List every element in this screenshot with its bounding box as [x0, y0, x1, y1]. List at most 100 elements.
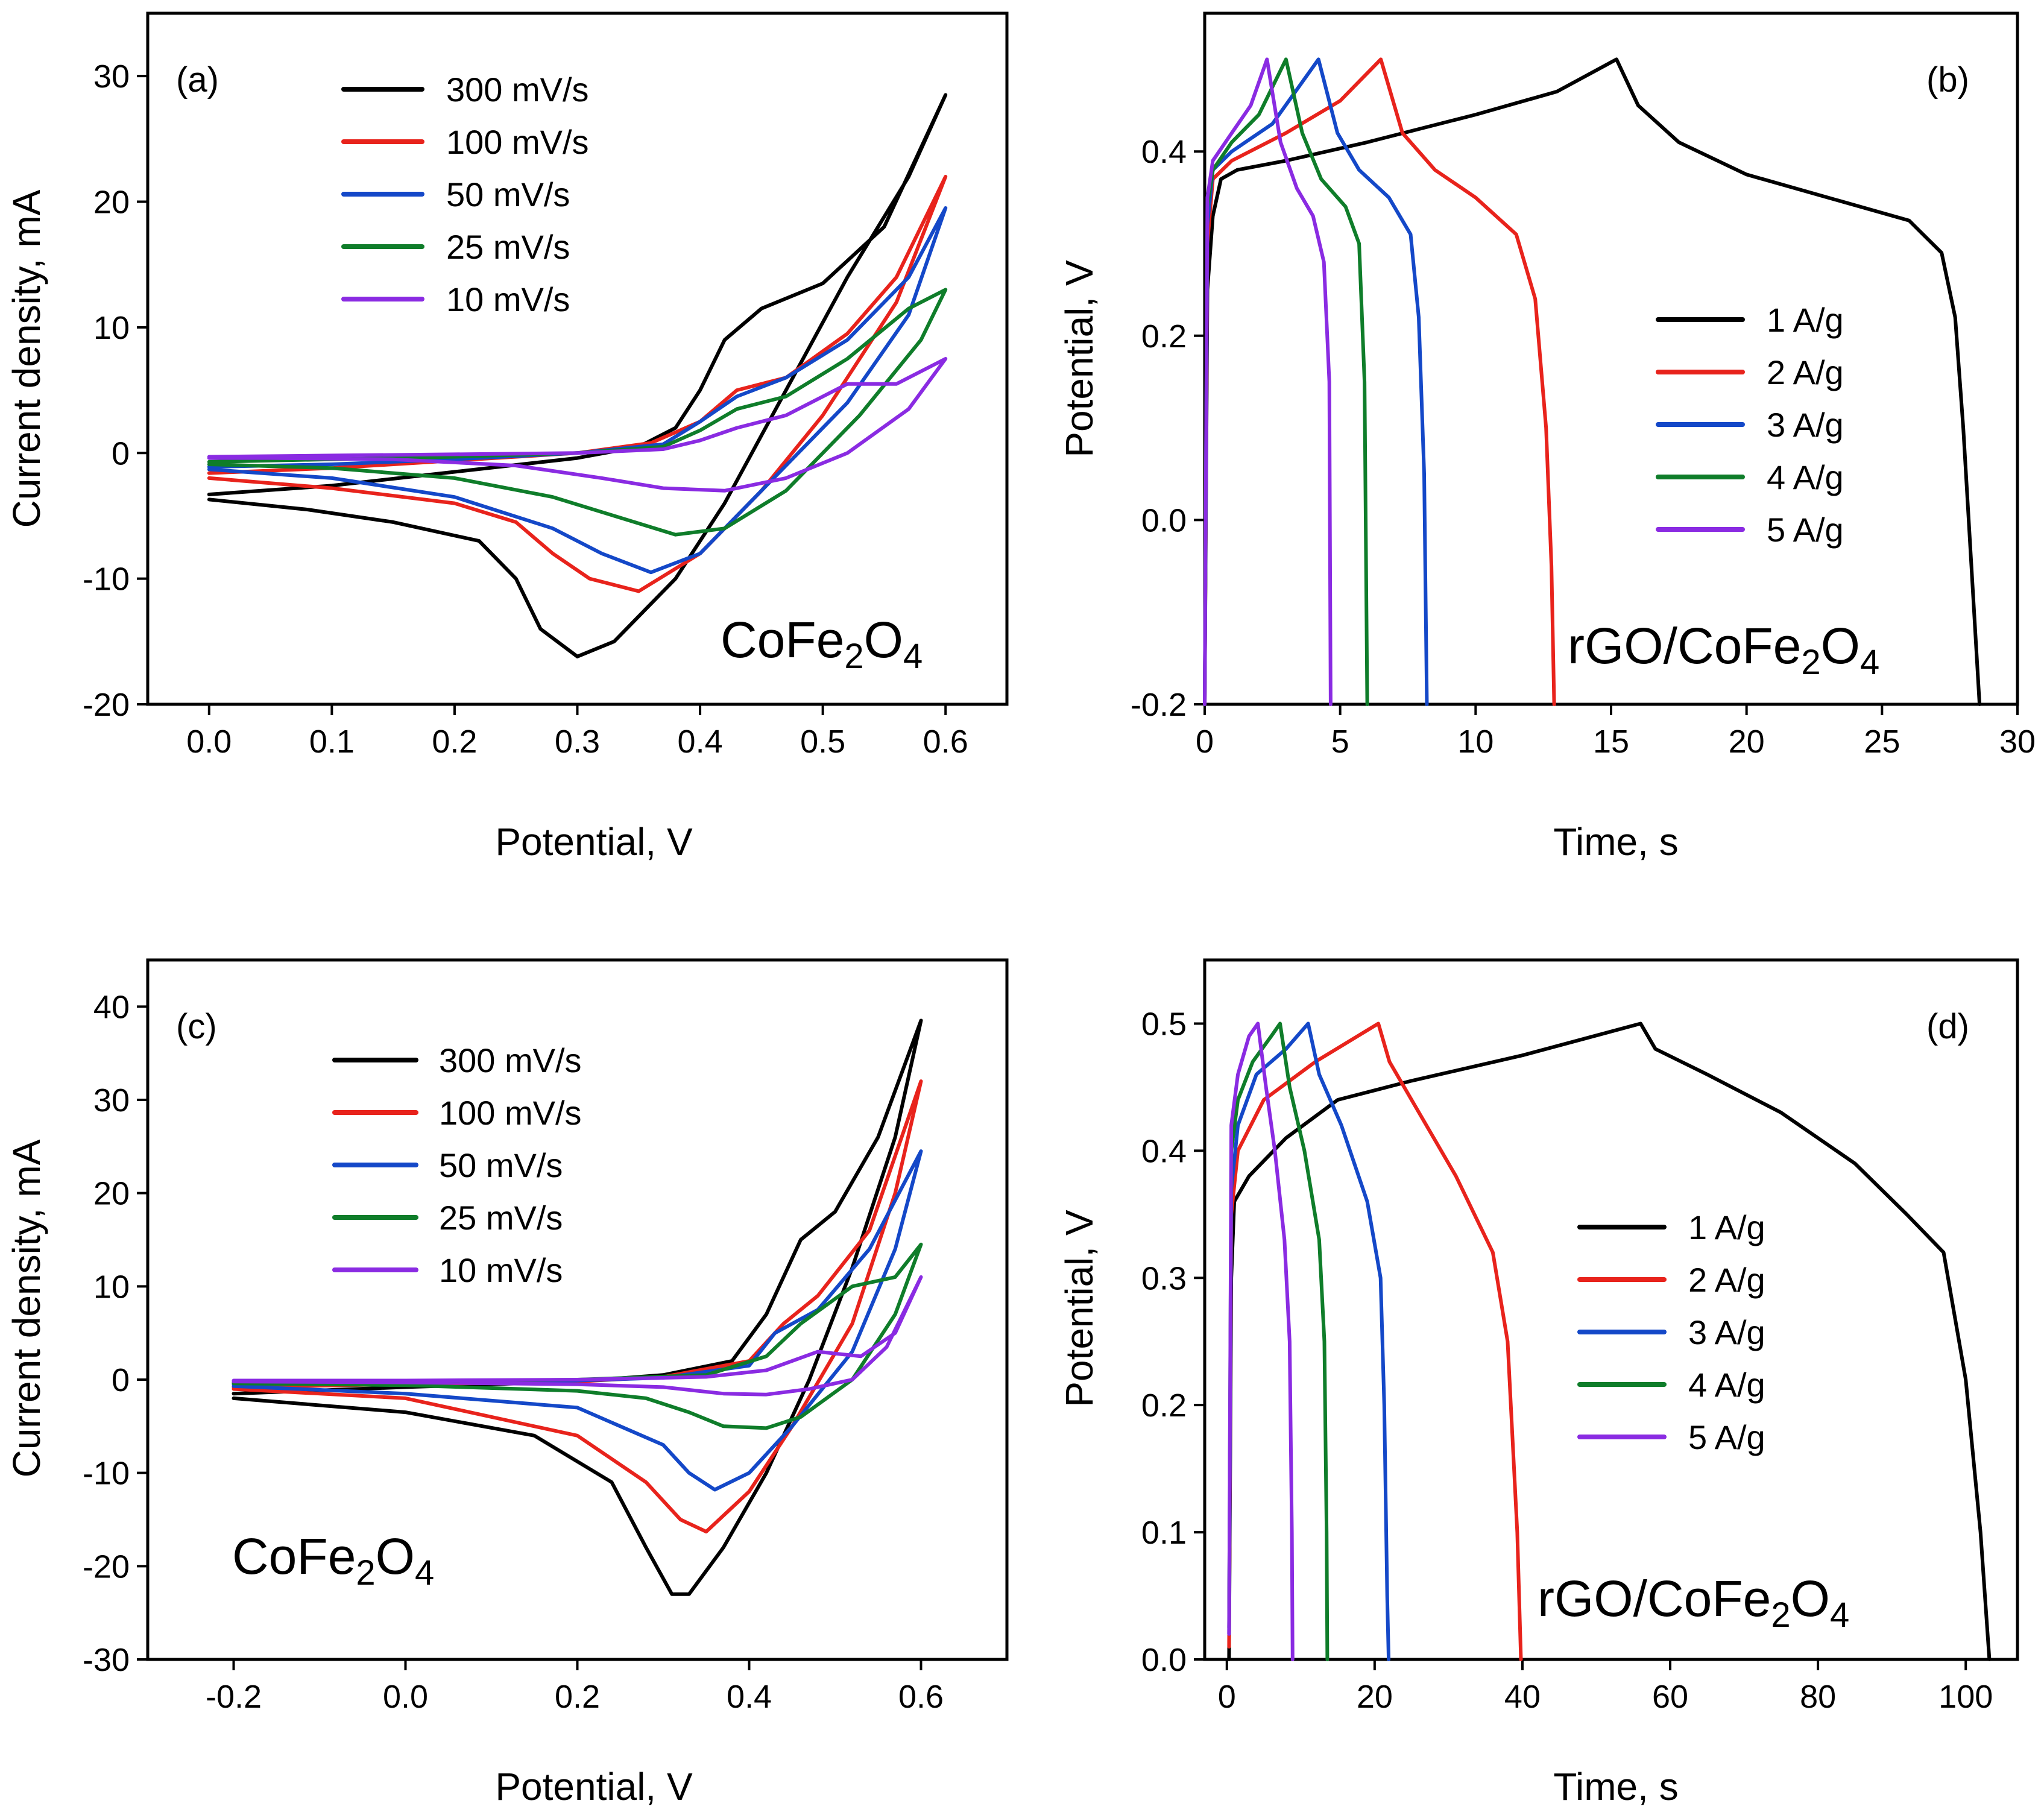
panel-c-y-tick-label: 0: [112, 1362, 130, 1398]
panel-a-label: (a): [176, 60, 219, 99]
panel-b-series-5: [1203, 57, 1333, 706]
panel-a-y-tick-label: 30: [93, 58, 130, 95]
panel-b-material-label: rGO/CoFe2O4: [1568, 617, 1879, 682]
panel-b-ylabel: Potential, V: [1058, 260, 1101, 458]
panel-d-y-axis: 0.0 0.1 0.2 0.3 0.4 0.5: [1141, 1006, 1205, 1678]
panel-b-x-tick-label: 15: [1593, 724, 1629, 760]
panel-b-x-tick-label: 30: [1999, 724, 2036, 760]
panel-c-material-mid: O: [376, 1528, 415, 1585]
panel-d-material-base: rGO/CoFe: [1538, 1570, 1771, 1627]
panel-d-x-axis: 0 20 40 60 80 100: [1218, 1659, 1993, 1715]
panel-b: 0 5 10 15 20 25 30 -0.20.00.20.4 (b) rGO/CoFe2…: [1058, 11, 2036, 863]
panel-c-material-label: CoFe2O4: [232, 1528, 434, 1592]
panel-a-x-tick-label: 0.4: [678, 724, 723, 760]
panel-a-x-axis: 0.0 0.1 0.2 0.3 0.4 0.5 0.6: [186, 704, 968, 760]
panel-b-legend-label: 1 A/g: [1767, 301, 1844, 339]
panel-d-material-mid: O: [1791, 1570, 1830, 1627]
panel-d-y-tick-label: 0.0: [1141, 1642, 1187, 1678]
panel-c-y-tick-label: -30: [83, 1642, 130, 1678]
panel-b-x-tick-label: 5: [1331, 724, 1349, 760]
panel-b-legend-label: 3 A/g: [1767, 406, 1844, 444]
panel-a-x-tick-label: 0.2: [432, 724, 477, 760]
panel-d-label: (d): [1926, 1007, 1969, 1046]
panel-b-series-2: [1203, 57, 1556, 706]
panel-d-series-1: [1227, 1021, 1992, 1661]
panel-d-legend-label: 1 A/g: [1688, 1208, 1765, 1246]
panel-b-y-tick-label: 0.0: [1141, 502, 1187, 538]
panel-b-series-1: [1203, 57, 1982, 706]
panel-a-legend-label: 25 mV/s: [446, 228, 570, 266]
panel-c-x-tick-label: 0.6: [898, 1679, 944, 1715]
panel-a-x-tick-label: 0.0: [186, 724, 232, 760]
panel-c-legend-label: 25 mV/s: [439, 1199, 563, 1237]
panel-d-material-label: rGO/CoFe2O4: [1538, 1570, 1849, 1635]
panel-b-legend-label: 2 A/g: [1767, 353, 1844, 391]
panel-a-y-tick-label: -10: [83, 561, 130, 598]
panel-c-legend: 300 mV/s 100 mV/s 50 mV/s 25 mV/s 10 mV/s: [332, 1041, 582, 1289]
panel-c-legend-label: 50 mV/s: [439, 1146, 563, 1184]
panel-c-y-tick-label: 20: [93, 1176, 130, 1212]
panel-b-legend-label: 5 A/g: [1767, 511, 1844, 549]
panel-c-y-tick-label: -20: [83, 1548, 130, 1585]
panel-c-xlabel: Potential, V: [495, 1765, 693, 1808]
panel-b-label: (b): [1926, 60, 1969, 99]
panel-c-ylabel: Current density, mA: [5, 1139, 48, 1477]
panel-c-series-1: [232, 1018, 923, 1596]
panel-d-series-4: [1227, 1021, 1330, 1661]
panel-a-series-5: [207, 357, 948, 493]
panel-c-y-tick-label: 40: [93, 989, 130, 1025]
panel-a-x-tick-label: 0.1: [309, 724, 355, 760]
panel-c-x-tick-label: 0.2: [555, 1679, 600, 1715]
panel-b-x-tick-label: 20: [1729, 724, 1765, 760]
panel-d-legend: 1 A/g 2 A/g 3 A/g 4 A/g 5 A/g: [1577, 1208, 1765, 1456]
panel-b-x-tick-label: 25: [1864, 724, 1900, 760]
panel-d-material-sub1: 2: [1771, 1596, 1790, 1635]
panel-b-y-axis: -0.2 0.0 0.2 0.4: [1131, 134, 1205, 723]
panel-a-legend-label: 300 mV/s: [446, 71, 589, 109]
panel-c-y-tick-label: 10: [93, 1269, 130, 1305]
panel-c-legend-label: 100 mV/s: [439, 1094, 582, 1132]
panel-a-legend-label: 100 mV/s: [446, 123, 589, 161]
panel-a-y-tick-label: 0: [112, 435, 130, 472]
panel-c-material-base: CoFe: [232, 1528, 356, 1585]
panel-d-series-5: [1227, 1021, 1295, 1661]
panel-b-legend-label: 4 A/g: [1767, 458, 1844, 496]
panel-d-legend-label: 3 A/g: [1688, 1313, 1765, 1351]
panel-c-legend-label: 300 mV/s: [439, 1041, 582, 1079]
panel-d-x-tick-label: 100: [1938, 1679, 1993, 1715]
panel-c-x-axis: -0.2 0.0 0.2 0.4 0.6: [206, 1659, 944, 1715]
panel-b-material-base: rGO/CoFe: [1568, 617, 1801, 674]
panel-c-material-sub2: 4: [415, 1553, 434, 1592]
panel-a-material-sub2: 4: [903, 637, 923, 676]
panel-b-x-tick-label: 10: [1457, 724, 1494, 760]
panel-a-x-tick-label: 0.3: [555, 724, 600, 760]
panel-d-y-tick-label: 0.4: [1141, 1133, 1187, 1169]
panel-c-x-tick-label: -0.2: [206, 1679, 262, 1715]
panel-b-x-axis: 0 5 10 15 20 25 30: [1196, 704, 2036, 760]
panel-d: 0 20 40 60 80 100 0.0 0.1 0.2 0.3 0.4 0.5 (d) rGO/…: [1058, 958, 2019, 1808]
panel-c-series: [232, 1018, 923, 1596]
panel-d-series: [1227, 1021, 1992, 1661]
panel-b-material-sub1: 2: [1801, 643, 1820, 682]
panel-d-series-3: [1227, 1021, 1391, 1661]
panel-d-x-tick-label: 80: [1800, 1679, 1836, 1715]
panel-d-y-tick-label: 0.3: [1141, 1260, 1187, 1296]
panel-d-material-sub2: 4: [1830, 1596, 1849, 1635]
panel-b-xlabel: Time, s: [1553, 820, 1678, 863]
panel-b-material-mid: O: [1821, 617, 1860, 674]
panel-a-y-axis: -20 -10 0 10 20 30: [83, 58, 148, 723]
panel-d-legend-label: 5 A/g: [1688, 1418, 1765, 1456]
panel-a-material-mid: O: [864, 611, 903, 668]
panel-a-legend: 300 mV/s 100 mV/s 50 mV/s 25 mV/s 10 mV/s: [341, 71, 589, 318]
panel-d-x-tick-label: 60: [1652, 1679, 1688, 1715]
panel-c-y-tick-label: -10: [83, 1456, 130, 1492]
panel-b-x-tick-label: 0: [1196, 724, 1214, 760]
panel-d-legend-label: 4 A/g: [1688, 1366, 1765, 1404]
panel-d-x-tick-label: 40: [1504, 1679, 1541, 1715]
panel-b-y-tick-label: 0.4: [1141, 134, 1187, 170]
panel-d-ylabel: Potential, V: [1058, 1210, 1101, 1407]
panel-a-legend-label: 50 mV/s: [446, 175, 570, 213]
